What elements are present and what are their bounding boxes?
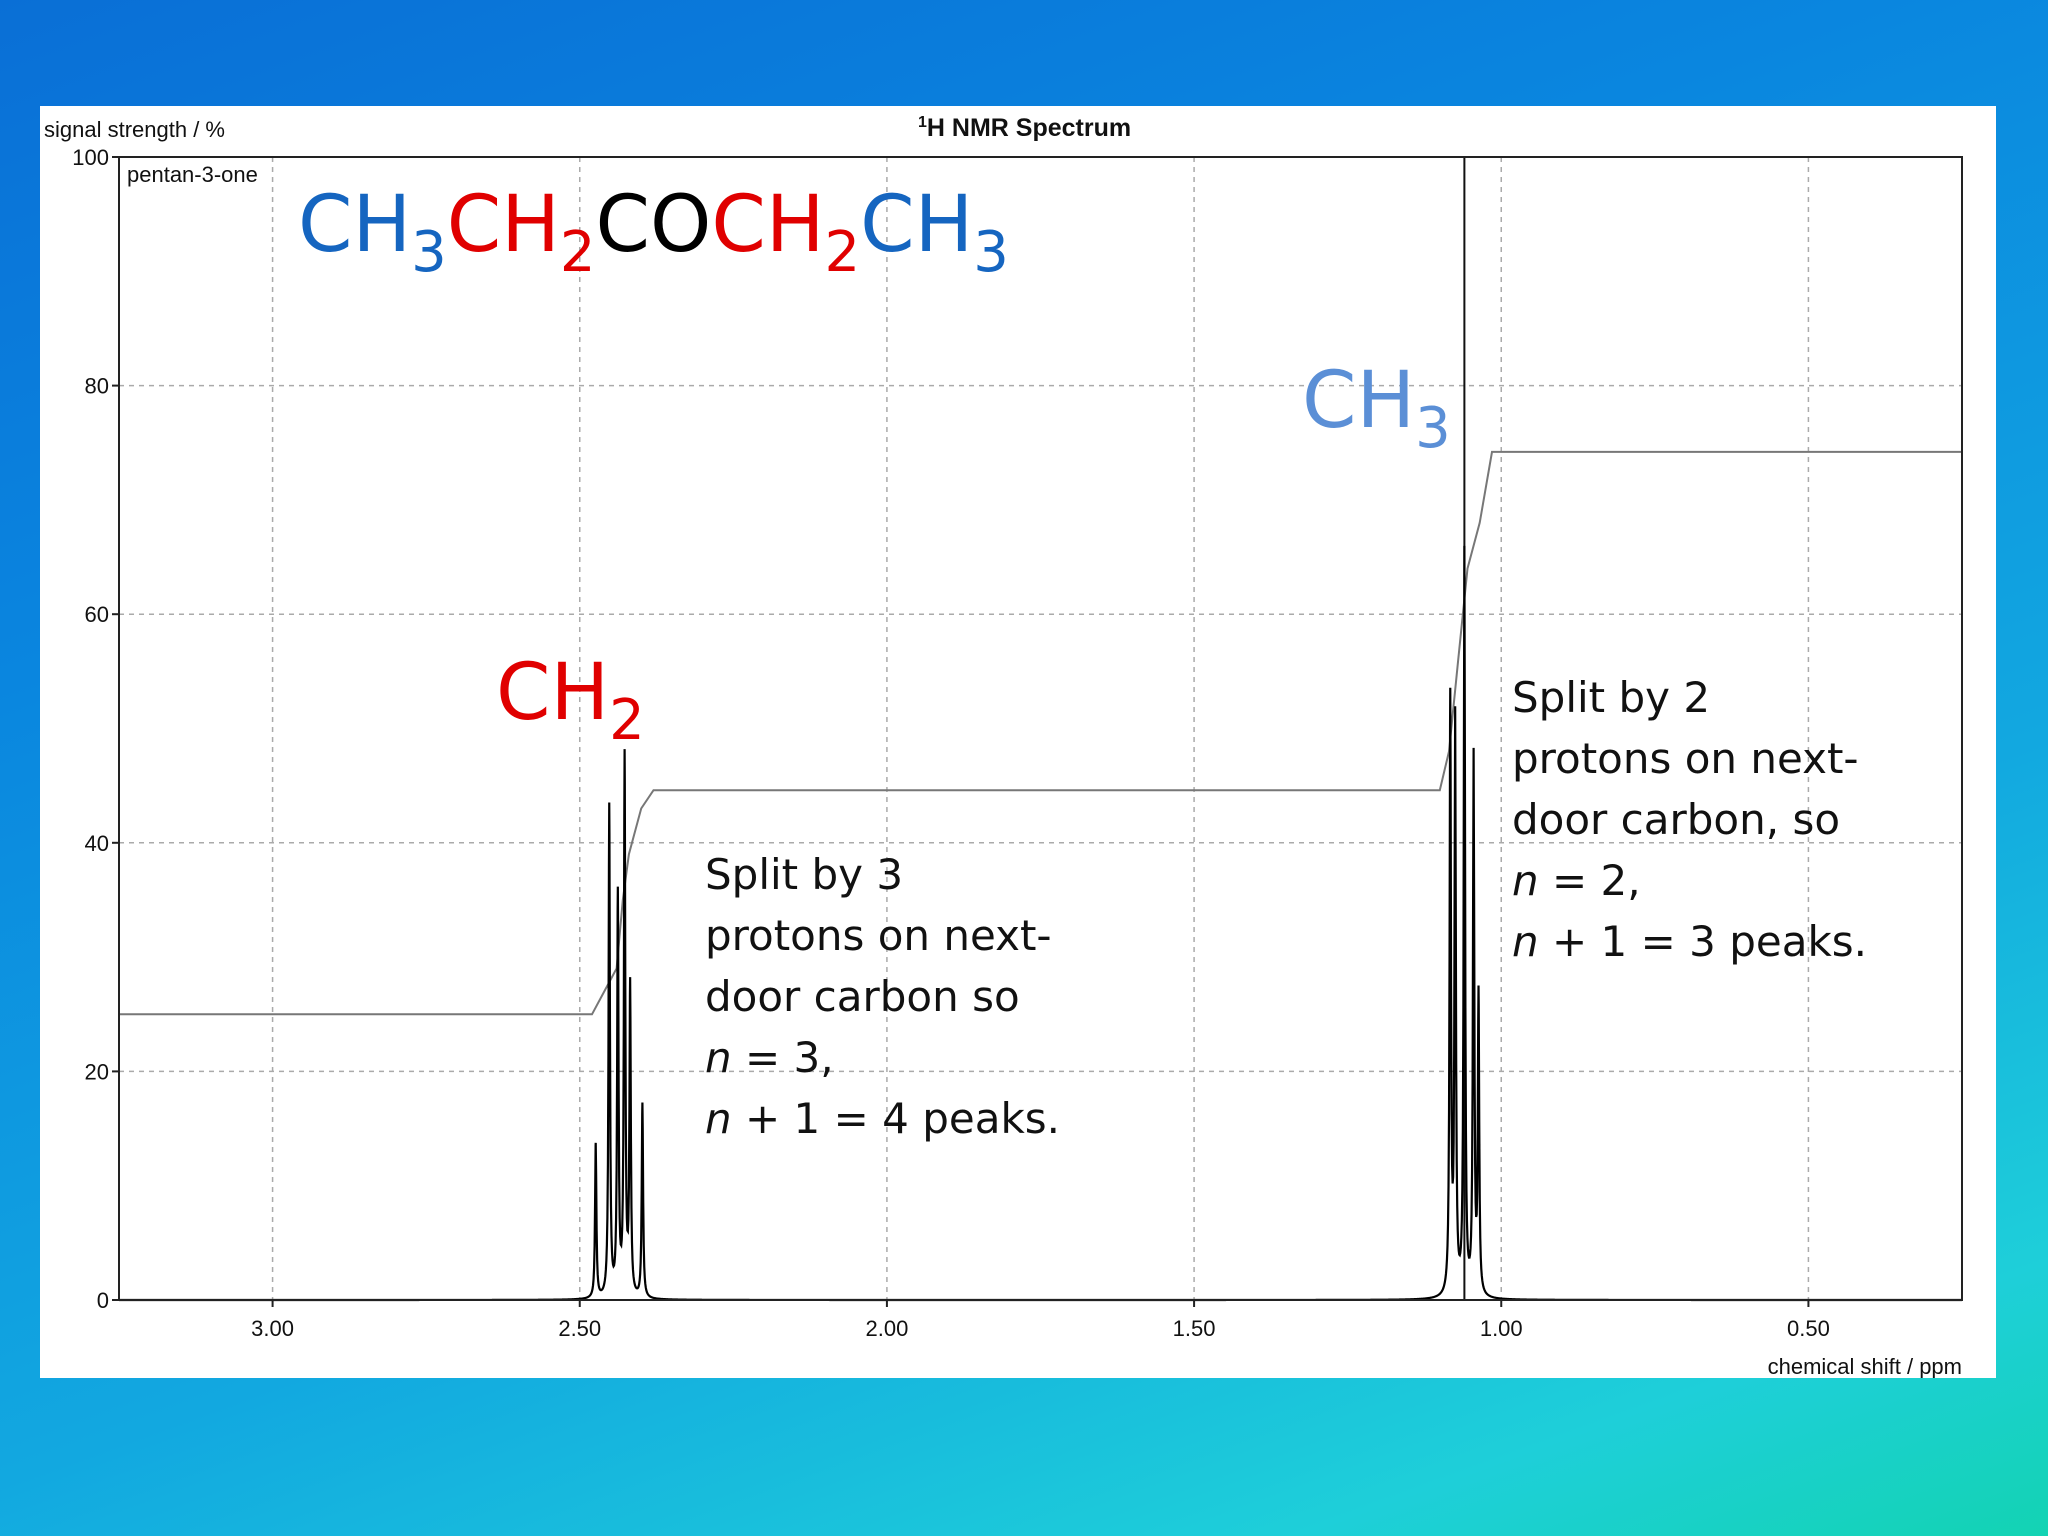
x-tick-label: 2.50 <box>558 1316 601 1341</box>
ch2-note-var-n: n <box>705 1033 732 1082</box>
y-tick-label: 100 <box>72 145 109 170</box>
ch3-label-subscript: 3 <box>1415 396 1451 461</box>
formula-subscript: 3 <box>973 220 1009 285</box>
y-axis-label: signal strength / % <box>44 117 225 142</box>
ch3-label: CH3 <box>1302 362 1451 457</box>
ch2-note-line4-text: = 3, <box>731 1033 834 1082</box>
y-tick-label: 60 <box>85 602 109 627</box>
formula-part: CH <box>298 180 412 270</box>
grid <box>119 157 1962 1300</box>
ch2-label-part: CH <box>496 648 610 738</box>
formula-part: CH <box>711 180 825 270</box>
chart-title-sup: 1 <box>918 114 927 131</box>
formula-subscript: 2 <box>559 220 596 285</box>
y-tick-label: 20 <box>85 1059 109 1084</box>
ch2-note-line5-text: + 1 = 4 peaks. <box>731 1094 1060 1143</box>
formula-subscript: 3 <box>411 220 447 285</box>
ch3-note-line4: n = 2, <box>1512 850 1867 911</box>
y-tick-label: 0 <box>97 1288 109 1313</box>
x-axis-label: chemical shift / ppm <box>1768 1354 1962 1378</box>
ch2-label: CH2 <box>496 654 645 749</box>
ch2-note-line2: protons on next- <box>705 911 1052 960</box>
ch2-note-line5: n + 1 = 4 peaks. <box>705 1088 1060 1149</box>
formula-part: CO <box>595 180 712 270</box>
formula-subscript: 2 <box>824 220 861 285</box>
nmr-chart: signal strength / % 1H NMR Spectrum pent… <box>44 114 1963 1378</box>
y-tick-label: 40 <box>85 831 109 856</box>
ch3-label-part: CH <box>1302 356 1416 446</box>
ch3-note-line4-text: = 2, <box>1538 856 1641 905</box>
y-tick-label: 80 <box>85 374 109 399</box>
x-tick-label: 2.00 <box>866 1316 909 1341</box>
ch2-splitting-note: Split by 3 protons on next- door carbon … <box>705 844 1060 1149</box>
x-tick-label: 0.50 <box>1787 1316 1830 1341</box>
ch2-note-line1: Split by 3 <box>705 850 904 899</box>
y-axis-ticks: 0 20 40 60 80 100 <box>72 145 119 1313</box>
ch3-splitting-note: Split by 2 protons on next- door carbon,… <box>1512 667 1867 972</box>
ch2-label-subscript: 2 <box>609 688 645 753</box>
ch3-note-line5-text: + 1 = 3 peaks. <box>1538 917 1867 966</box>
formula-part: CH <box>860 180 974 270</box>
ch2-note-line3: door carbon so <box>705 972 1020 1021</box>
ch3-note-var-n: n <box>1512 856 1539 905</box>
x-tick-label: 1.00 <box>1480 1316 1523 1341</box>
x-tick-label: 3.00 <box>251 1316 294 1341</box>
ch3-note-line3: door carbon, so <box>1512 795 1841 844</box>
chart-title-text: H NMR Spectrum <box>927 114 1131 142</box>
ch3-note-line2: protons on next- <box>1512 734 1859 783</box>
spectrum-panel: signal strength / % 1H NMR Spectrum pent… <box>40 106 1996 1378</box>
ch2-note-line4: n = 3, <box>705 1027 1060 1088</box>
plot-frame <box>118 156 1963 1301</box>
chart-title: 1H NMR Spectrum <box>918 114 1131 142</box>
formula-part: CH <box>446 180 560 270</box>
ch3-note-line5: n + 1 = 3 peaks. <box>1512 911 1867 972</box>
compound-label: pentan-3-one <box>127 162 258 187</box>
ch3-note-var-n2: n <box>1512 917 1539 966</box>
molecular-formula: CH3CH2COCH2CH3 <box>298 186 1009 281</box>
x-axis-ticks: 3.00 2.50 2.00 1.50 1.00 0.50 <box>251 1300 1830 1341</box>
ch3-note-line1: Split by 2 <box>1512 673 1711 722</box>
ch2-note-var-n2: n <box>705 1094 732 1143</box>
x-tick-label: 1.50 <box>1173 1316 1216 1341</box>
